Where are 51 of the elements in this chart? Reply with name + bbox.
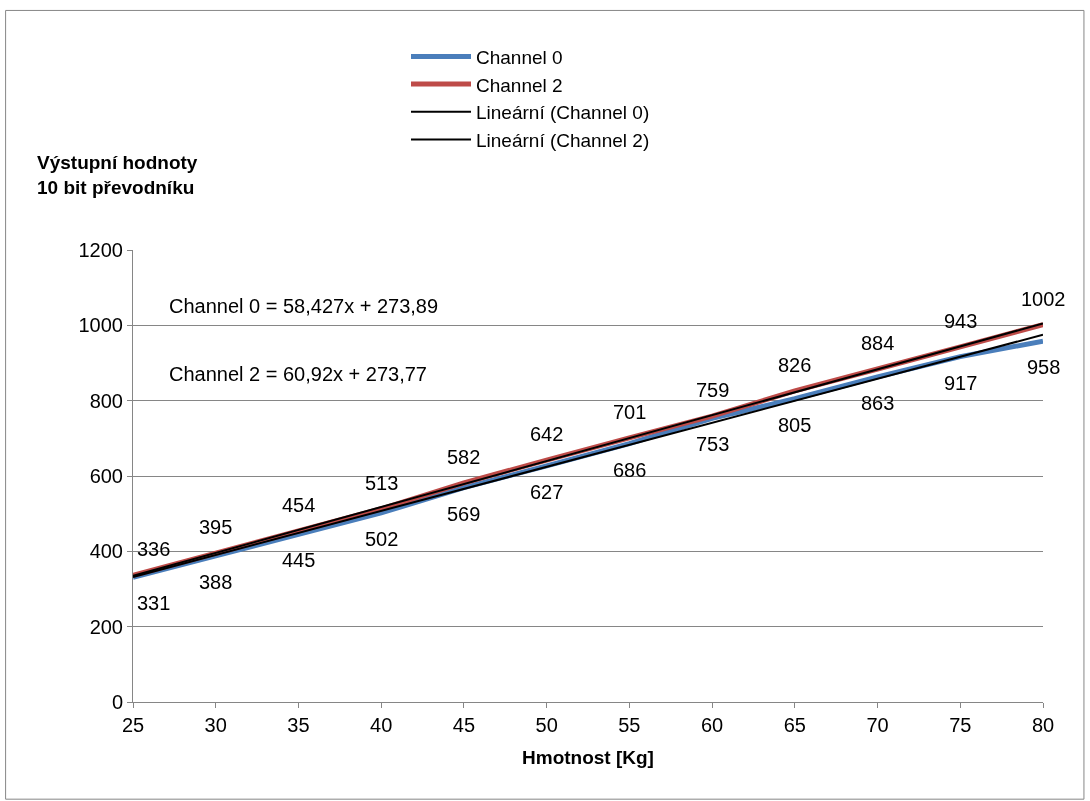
data-label: 701: [613, 401, 647, 423]
data-label: 943: [944, 310, 978, 332]
data-label: 958: [1027, 356, 1061, 378]
data-label: 445: [282, 549, 316, 571]
x-tick-label: 70: [866, 714, 889, 736]
data-label: 502: [365, 528, 399, 550]
legend-label: Channel 0: [476, 46, 563, 68]
data-label: 753: [696, 433, 730, 455]
annotation: Channel 0 = 58,427x + 273,89: [169, 295, 439, 317]
data-label: 863: [861, 392, 895, 414]
data-label: 513: [365, 472, 399, 494]
x-tick-label: 80: [1031, 714, 1055, 736]
data-label: 336: [137, 538, 171, 560]
data-label: 569: [447, 503, 481, 525]
y-tick-label: 1200: [78, 239, 123, 261]
y-tick-label: 1000: [78, 314, 123, 337]
x-tick-label: 35: [287, 714, 310, 736]
y-tick-label: 200: [89, 615, 123, 638]
x-tick-label: 55: [618, 714, 641, 736]
data-label: 826: [778, 354, 812, 376]
data-label: 759: [696, 379, 730, 401]
data-label: 331: [137, 592, 171, 614]
x-tick-label: 45: [452, 714, 476, 736]
y-tick-label: 0: [111, 691, 123, 713]
annotation: Channel 2 = 60,92x + 273,77: [169, 363, 427, 385]
y-tick-label: 600: [89, 465, 123, 487]
data-label: 627: [530, 481, 564, 503]
data-label: 582: [447, 446, 481, 468]
legend-label: Channel 2: [476, 74, 563, 96]
data-label: 917: [944, 372, 978, 394]
x-tick-label: 75: [949, 714, 972, 736]
data-label: 884: [861, 332, 895, 354]
data-label: 642: [530, 423, 564, 445]
x-tick-label: 60: [700, 714, 724, 736]
y-axis-title: Výstupní hodnoty 10 bit převodníku: [37, 152, 198, 198]
x-tick-label: 25: [121, 714, 145, 736]
data-label: 454: [282, 494, 316, 516]
x-axis-title: Hmotnost [Kg]: [522, 746, 654, 768]
legend-label: Lineární (Channel 2): [476, 129, 650, 151]
x-tick-label: 40: [370, 714, 393, 736]
legend-label: Lineární (Channel 0): [476, 102, 650, 124]
x-tick-label: 50: [535, 714, 558, 736]
data-label: 395: [199, 516, 233, 538]
data-label: 686: [613, 459, 647, 481]
data-label: 805: [778, 414, 812, 436]
data-label: 388: [199, 571, 233, 593]
data-label: 1002: [1021, 288, 1066, 310]
y-tick-label: 800: [89, 389, 123, 412]
x-tick-label: 30: [204, 714, 227, 736]
y-tick-label: 400: [89, 540, 123, 563]
x-tick-label: 65: [783, 714, 806, 736]
